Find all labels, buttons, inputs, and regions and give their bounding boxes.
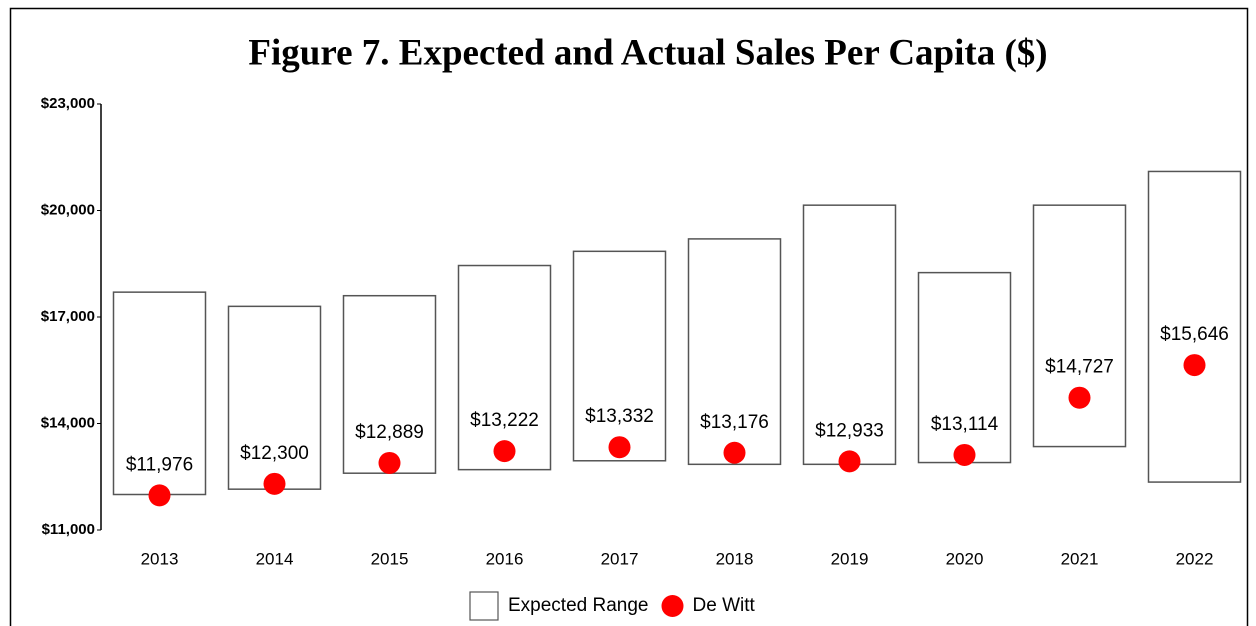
range-bar <box>457 264 552 471</box>
legend-label: Expected Range <box>508 595 649 616</box>
data-label: $11,976 <box>126 454 193 475</box>
data-label: $12,933 <box>815 420 884 441</box>
data-label-bg <box>237 442 312 464</box>
dot <box>1183 354 1206 377</box>
y-tick-label: $23,000 <box>41 95 95 112</box>
data-label: $12,300 <box>240 443 309 464</box>
data-label-bg <box>697 411 772 433</box>
dot <box>378 451 401 474</box>
x-tick-label: 2022 <box>1176 549 1214 568</box>
x-tick-label: 2021 <box>1061 549 1099 568</box>
data-label-bg <box>467 410 542 432</box>
range-bar <box>572 250 667 462</box>
dot <box>953 443 976 466</box>
data-label-bg <box>352 421 427 443</box>
dot <box>838 450 861 473</box>
y-tick-label: $20,000 <box>41 201 95 218</box>
y-tick-label: $17,000 <box>41 308 95 325</box>
data-label-bg <box>1042 356 1117 378</box>
dot <box>493 440 516 463</box>
x-tick-label: 2016 <box>486 549 524 568</box>
frame <box>9 7 1249 626</box>
legend-label: De Witt <box>693 595 756 616</box>
y-tick-label: $11,000 <box>42 521 95 538</box>
dot <box>608 436 631 459</box>
data-label-bg <box>122 454 197 476</box>
dot <box>263 472 286 495</box>
data-label-bg <box>1157 324 1232 346</box>
x-tick-label: 2018 <box>716 549 754 568</box>
y-tick-label: $14,000 <box>41 414 95 431</box>
data-label: $13,222 <box>470 410 539 431</box>
data-label: $13,114 <box>931 414 999 435</box>
data-label-bg <box>927 413 1002 435</box>
x-tick-label: 2017 <box>601 549 639 568</box>
legend-swatch <box>469 591 499 621</box>
range-bar <box>1032 204 1127 448</box>
x-tick-label: 2015 <box>371 549 409 568</box>
dot <box>723 441 746 464</box>
range-bar <box>342 294 437 474</box>
data-label: $15,646 <box>1160 324 1229 345</box>
x-tick-label: 2019 <box>831 549 869 568</box>
x-tick-label: 2013 <box>141 549 179 568</box>
data-label-bg <box>582 406 657 428</box>
x-tick-label: 2020 <box>946 549 984 568</box>
data-label: $12,889 <box>355 422 424 443</box>
data-label: $13,332 <box>585 406 654 427</box>
dot <box>148 484 171 507</box>
data-label: $13,176 <box>700 412 769 433</box>
legend-swatch <box>661 595 684 617</box>
dot <box>1068 386 1091 409</box>
data-label: $14,727 <box>1045 357 1114 378</box>
data-label-bg <box>812 420 887 442</box>
chart-title: Figure 7. Expected and Actual Sales Per … <box>248 32 1047 73</box>
x-tick-label: 2014 <box>256 549 294 568</box>
